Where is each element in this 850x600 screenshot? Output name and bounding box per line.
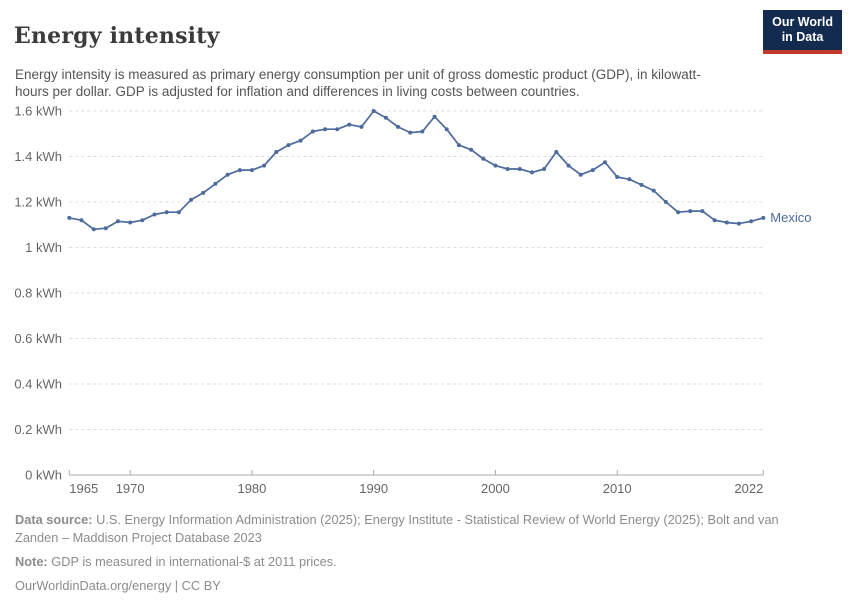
series-mexico[interactable]: Mexico — [67, 109, 811, 232]
data-point[interactable] — [603, 160, 607, 165]
data-point[interactable] — [432, 114, 437, 119]
data-point[interactable] — [712, 218, 717, 223]
logo-line-1: Our World — [772, 15, 833, 29]
data-point[interactable] — [627, 177, 632, 182]
data-point[interactable] — [663, 200, 668, 204]
data-point[interactable] — [408, 130, 413, 135]
data-point[interactable] — [676, 210, 681, 215]
data-point[interactable] — [152, 212, 157, 217]
data-point[interactable] — [274, 150, 279, 154]
data-point[interactable] — [225, 172, 230, 177]
chart-footer: Data source: U.S. Energy Information Adm… — [15, 511, 815, 600]
y-tick-label: 0.2 kWh — [14, 422, 62, 437]
data-point[interactable] — [688, 209, 693, 214]
y-tick-label: 0.6 kWh — [14, 331, 62, 346]
data-point[interactable] — [749, 219, 754, 224]
y-tick-label: 1.2 kWh — [14, 195, 62, 210]
data-point[interactable] — [286, 143, 291, 148]
data-point[interactable] — [79, 218, 84, 223]
data-point[interactable] — [736, 221, 741, 226]
data-point[interactable] — [91, 227, 96, 232]
data-point[interactable] — [761, 215, 766, 220]
x-tick-label: 2010 — [603, 481, 632, 496]
data-point[interactable] — [189, 197, 194, 202]
x-tick-label: 1990 — [359, 481, 388, 496]
data-point[interactable] — [566, 163, 571, 168]
data-point[interactable] — [237, 168, 242, 173]
x-tick-label: 2022 — [734, 481, 763, 496]
data-point[interactable] — [140, 218, 145, 223]
y-tick-label: 1 kWh — [25, 240, 62, 255]
series-end-label: Mexico — [770, 210, 811, 225]
data-point[interactable] — [201, 190, 206, 195]
note-label: Note: — [15, 554, 48, 570]
data-point[interactable] — [371, 109, 376, 113]
data-point[interactable] — [456, 143, 461, 148]
data-point[interactable] — [481, 156, 486, 161]
x-tick-label: 1980 — [237, 481, 266, 496]
data-point[interactable] — [67, 215, 72, 220]
data-point[interactable] — [396, 124, 400, 129]
note-line: Note: GDP is measured in international-$… — [15, 553, 815, 571]
y-tick-label: 0.4 kWh — [14, 377, 62, 392]
data-point[interactable] — [347, 122, 352, 127]
x-axis: 1965 1970 1980 1990 2000 2010 2022 — [68, 470, 764, 496]
data-point[interactable] — [505, 167, 510, 171]
series-line[interactable] — [69, 110, 764, 231]
data-point[interactable] — [542, 167, 547, 171]
data-source-label: Data source: — [15, 512, 93, 527]
data-point[interactable] — [651, 188, 656, 193]
data-point[interactable] — [164, 210, 169, 215]
data-point[interactable] — [128, 220, 133, 225]
owid-logo: Our World in Data — [763, 10, 842, 54]
data-point[interactable] — [615, 175, 620, 179]
data-point[interactable] — [578, 172, 583, 177]
data-point[interactable] — [310, 129, 315, 134]
data-point[interactable] — [554, 150, 559, 154]
data-point[interactable] — [298, 138, 303, 143]
y-axis-labels: 0 kWh 0.2 kWh 0.4 kWh 0.6 kWh 0.8 kWh 1 kWh 1.… — [14, 104, 62, 483]
x-tick-label: 2000 — [481, 481, 510, 496]
data-point[interactable] — [116, 219, 120, 224]
x-tick-label: 1970 — [116, 481, 145, 496]
data-point[interactable] — [213, 181, 218, 186]
data-point[interactable] — [639, 182, 644, 187]
data-point[interactable] — [530, 170, 534, 175]
data-source-line: Data source: U.S. Energy Information Adm… — [15, 511, 795, 547]
data-point[interactable] — [176, 210, 181, 215]
data-point[interactable] — [590, 168, 595, 173]
data-point[interactable] — [420, 129, 425, 134]
logo-line-2: in Data — [781, 30, 824, 45]
y-tick-label: 1.4 kWh — [14, 149, 62, 164]
page-title: Energy intensity — [14, 22, 220, 49]
data-point[interactable] — [517, 167, 522, 171]
y-tick-label: 0.8 kWh — [14, 286, 62, 301]
data-point[interactable] — [700, 209, 705, 214]
y-tick-label: 1.6 kWh — [14, 104, 62, 119]
data-point[interactable] — [493, 163, 498, 168]
data-point[interactable] — [323, 127, 327, 132]
data-point[interactable] — [249, 168, 254, 173]
license-line: OurWorldinData.org/energy | CC BY — [15, 578, 221, 594]
y-tick-label: 0 kWh — [25, 468, 62, 483]
note-text: GDP is measured in international-$ at 20… — [51, 554, 337, 570]
x-tick-label: 1965 — [69, 481, 98, 496]
line-chart-plot[interactable]: 0 kWh 0.2 kWh 0.4 kWh 0.6 kWh 0.8 kWh 1 kWh 1.… — [0, 95, 850, 505]
data-point[interactable] — [359, 124, 364, 129]
data-point[interactable] — [383, 115, 388, 120]
data-point[interactable] — [335, 127, 340, 132]
data-point[interactable] — [103, 226, 108, 231]
data-point[interactable] — [724, 220, 729, 225]
chart-subtitle: Energy intensity is measured as primary … — [15, 66, 701, 100]
data-point[interactable] — [262, 163, 267, 168]
data-point[interactable] — [444, 127, 449, 132]
gridlines — [69, 110, 764, 476]
data-source-text: U.S. Energy Information Administration (… — [15, 512, 779, 546]
data-point[interactable] — [469, 147, 474, 152]
